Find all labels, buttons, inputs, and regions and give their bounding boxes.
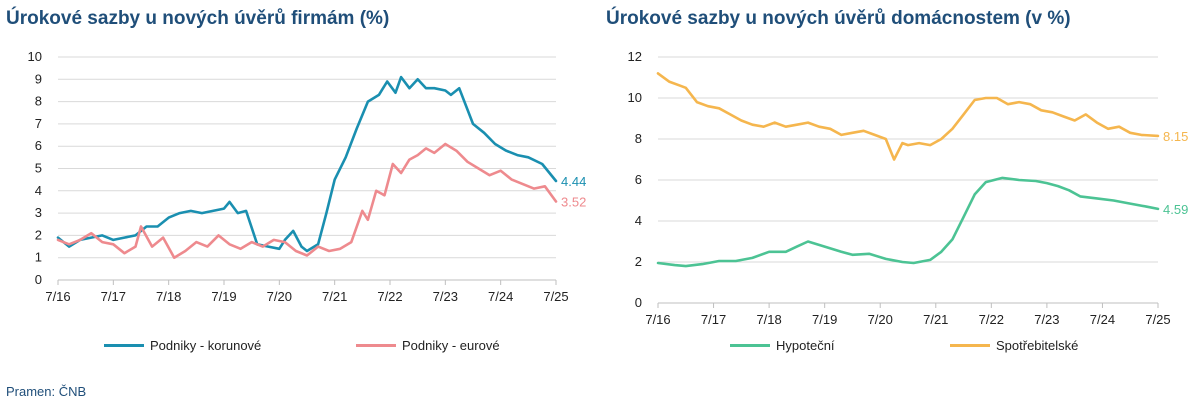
y-tick-label: 5 xyxy=(35,161,42,176)
legend-swatch-hypotecni xyxy=(730,344,770,347)
y-tick-label: 1 xyxy=(35,250,42,265)
y-tick-label: 10 xyxy=(28,49,42,64)
y-tick-label: 7 xyxy=(35,116,42,131)
series-line-spotrebitelske xyxy=(656,72,1160,161)
series-line-korunove xyxy=(56,75,558,253)
y-tick-label: 2 xyxy=(635,254,642,269)
x-tick-label: 7/25 xyxy=(543,289,568,304)
legend-item-eurove: Podniky - eurové xyxy=(356,338,500,353)
x-tick-label: 7/24 xyxy=(1090,312,1115,327)
end-value-label-hypotecni: 4.59 xyxy=(1163,202,1188,217)
x-tick-label: 7/22 xyxy=(377,289,402,304)
firms-rate-chart: 0 1 2 3 4 5 6 7 8 9 10 7/16 7/17 7/18 7/19 7/20 7/21 7/22… xyxy=(28,49,587,304)
legend-label-spotrebitelske: Spotřebitelské xyxy=(996,338,1079,353)
y-tick-label: 4 xyxy=(35,183,42,198)
end-value-label-korunove: 4.44 xyxy=(561,174,586,189)
legend-item-hypotecni: Hypoteční xyxy=(730,338,835,353)
x-tick-label: 7/21 xyxy=(322,289,347,304)
x-tick-label: 7/17 xyxy=(101,289,126,304)
x-tick-label: 7/24 xyxy=(488,289,513,304)
legend-swatch-spotrebitelske xyxy=(950,344,990,347)
x-tick-label: 7/23 xyxy=(433,289,458,304)
y-tick-label: 0 xyxy=(35,272,42,287)
legend-item-korunove: Podniky - korunové xyxy=(104,338,261,353)
legend-item-spotrebitelske: Spotřebitelské xyxy=(950,338,1078,353)
x-tick-label: 7/18 xyxy=(756,312,781,327)
x-tick-label: 7/22 xyxy=(979,312,1004,327)
legend-swatch-eurove xyxy=(356,344,396,347)
x-tick-label: 7/20 xyxy=(868,312,893,327)
x-tick-label: 7/25 xyxy=(1145,312,1170,327)
y-tick-label: 6 xyxy=(635,172,642,187)
end-value-label-spotrebitelske: 8.15 xyxy=(1163,129,1188,144)
x-tick-label: 7/19 xyxy=(211,289,236,304)
y-tick-label: 10 xyxy=(628,90,642,105)
y-tick-label: 3 xyxy=(35,205,42,220)
chart-title-households: Úrokové sazby u nových úvěrů domácnostem… xyxy=(606,8,1071,29)
x-tick-label: 7/17 xyxy=(701,312,726,327)
households-rate-chart: 0 2 4 6 8 10 12 7/16 7/17 7/18 7/19 7/20 7/21 7/22 7/2… xyxy=(628,49,1189,327)
legend-label-eurove: Podniky - eurové xyxy=(402,338,500,353)
x-tick-label: 7/16 xyxy=(645,312,670,327)
series-line-hypotecni xyxy=(656,176,1160,268)
chart-title-firms: Úrokové sazby u nových úvěrů firmám (%) xyxy=(6,8,390,29)
y-tick-label: 4 xyxy=(635,213,642,228)
x-tick-label: 7/19 xyxy=(812,312,837,327)
legend-swatch-korunove xyxy=(104,344,144,347)
series-line-eurove xyxy=(56,142,558,259)
x-tick-label: 7/23 xyxy=(1034,312,1059,327)
y-tick-label: 0 xyxy=(635,295,642,310)
y-tick-label: 6 xyxy=(35,138,42,153)
y-tick-label: 8 xyxy=(635,131,642,146)
y-tick-label: 2 xyxy=(35,227,42,242)
legend-label-korunove: Podniky - korunové xyxy=(150,338,262,353)
y-tick-label: 8 xyxy=(35,94,42,109)
x-tick-label: 7/16 xyxy=(45,289,70,304)
source-note: Pramen: ČNB xyxy=(6,384,87,399)
x-tick-label: 7/20 xyxy=(267,289,292,304)
y-tick-label: 9 xyxy=(35,71,42,86)
legend-label-hypotecni: Hypoteční xyxy=(776,338,835,353)
x-tick-label: 7/18 xyxy=(156,289,181,304)
end-value-label-eurove: 3.52 xyxy=(561,195,586,210)
y-tick-label: 12 xyxy=(628,49,642,64)
x-tick-label: 7/21 xyxy=(923,312,948,327)
